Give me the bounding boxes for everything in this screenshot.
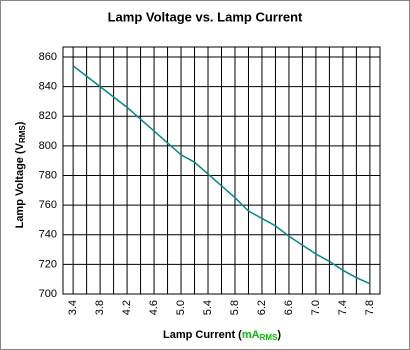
y-tick-label: 800 xyxy=(39,140,57,152)
y-tick-label: 740 xyxy=(39,229,57,241)
x-tick-label: 7.8 xyxy=(364,300,376,315)
chart-title: Lamp Voltage vs. Lamp Current xyxy=(108,9,303,24)
x-tick-label: 3.4 xyxy=(67,300,79,315)
y-tick-label: 840 xyxy=(39,81,57,93)
x-tick-label: 6.6 xyxy=(283,300,295,315)
x-tick-label: 7.0 xyxy=(310,300,322,315)
x-tick-label: 4.6 xyxy=(148,300,160,315)
x-tick-label: 5.8 xyxy=(229,300,241,315)
y-axis-label: Lamp Voltage (VRMS) xyxy=(14,121,27,228)
data-line xyxy=(72,65,371,285)
x-tick-label: 4.2 xyxy=(121,300,133,315)
y-tick-label: 720 xyxy=(39,258,57,270)
y-tick-label: 860 xyxy=(39,51,57,63)
y-tick-label: 700 xyxy=(39,288,57,300)
x-tick-label: 6.2 xyxy=(256,300,268,315)
x-tick-label: 7.4 xyxy=(337,300,349,315)
y-tick-label: 780 xyxy=(39,169,57,181)
x-tick-label: 5.0 xyxy=(175,300,187,315)
x-tick-label: 5.4 xyxy=(202,300,214,315)
x-tick-label: 3.8 xyxy=(94,300,106,315)
y-tick-label: 820 xyxy=(39,110,57,122)
x-axis-label: Lamp Current (mARMS) xyxy=(163,329,281,342)
y-tick-label: 760 xyxy=(39,199,57,211)
